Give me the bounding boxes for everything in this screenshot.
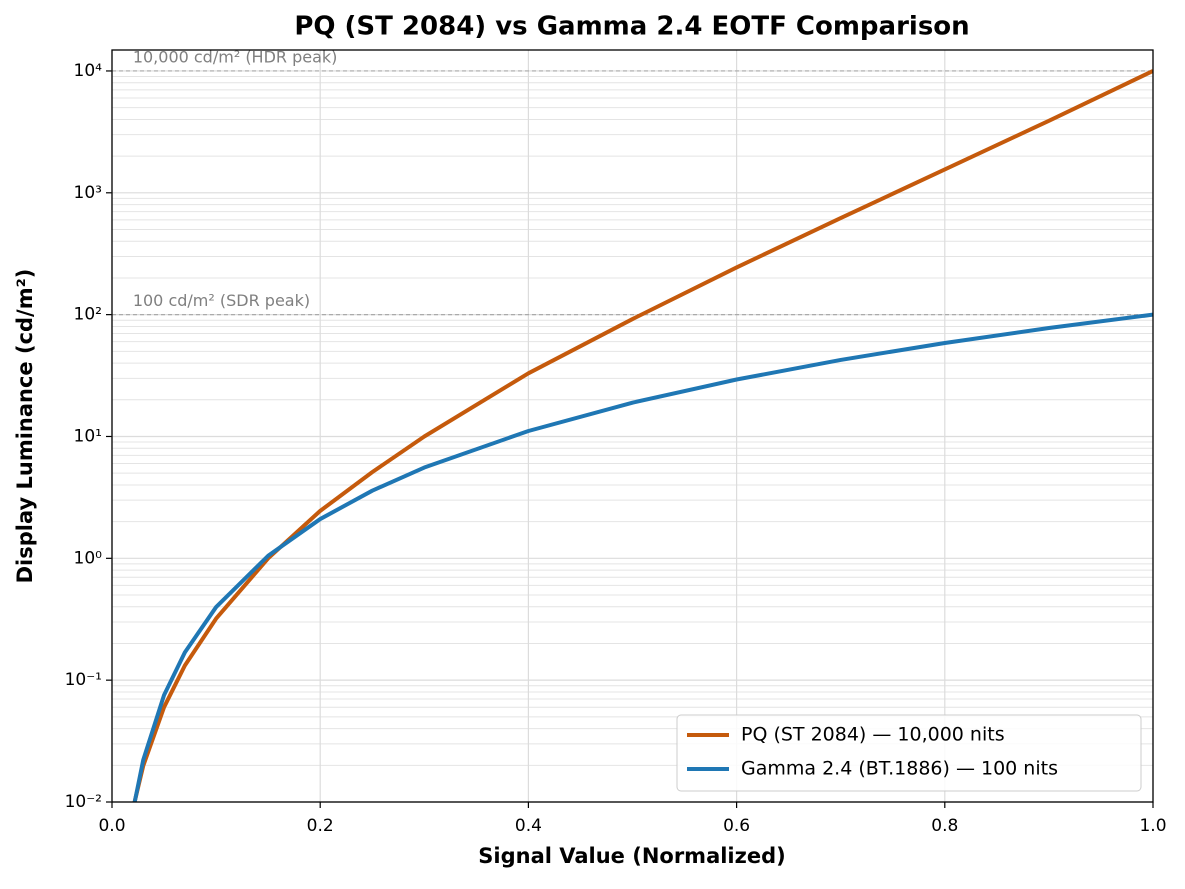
x-tick-label: 0.6 [723,816,750,836]
y-tick-label: 10¹ [74,426,102,446]
y-axis-label: Display Luminance (cd/m²) [13,269,37,584]
reference-label: 100 cd/m² (SDR peak) [133,291,310,310]
legend-box [676,714,1142,792]
series-line [132,69,1153,802]
y-tick-label: 10⁴ [74,61,103,81]
chart-title: PQ (ST 2084) vs Gamma 2.4 EOTF Compariso… [294,12,969,42]
y-tick-label: 10⁻¹ [65,670,102,690]
y-tick-label: 10³ [74,183,102,203]
reference-label: 10,000 cd/m² (HDR peak) [133,47,338,66]
x-tick-label: 0.2 [307,816,334,836]
x-tick-label: 0.4 [515,816,542,836]
x-axis-label: Signal Value (Normalized) [478,844,785,868]
plot-frame [111,49,1154,803]
x-tick-label: 0.8 [931,816,958,836]
x-tick-label: 0.0 [98,816,125,836]
series-line [132,312,1153,802]
y-tick-label: 10⁰ [74,548,103,568]
y-tick-label: 10² [74,305,102,325]
y-tick-label: 10⁻² [65,792,102,812]
legend-label: PQ (ST 2084) — 10,000 nits [741,724,1005,746]
legend-label: Gamma 2.4 (BT.1886) — 100 nits [741,758,1058,780]
x-tick-label: 1.0 [1139,816,1166,836]
